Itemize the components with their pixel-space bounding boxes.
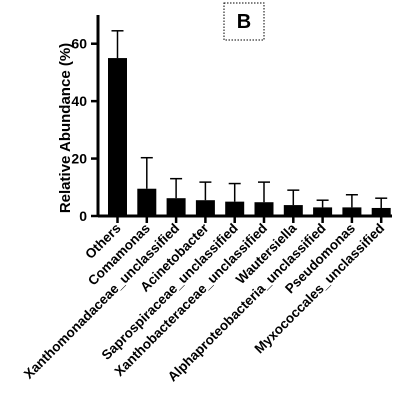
x-axis-ticks — [116, 216, 383, 223]
bar — [283, 205, 303, 216]
panel-label: B — [223, 2, 265, 41]
y-tick-label: 20 — [71, 151, 87, 167]
bar — [108, 58, 127, 217]
bar — [166, 198, 186, 216]
bar — [371, 207, 391, 216]
x-axis-tick-labels: OthersComamonasXanthomonadaceae_unclassi… — [21, 220, 387, 384]
bar — [195, 200, 215, 216]
y-axis-label: Relative Abundance (%) — [57, 43, 74, 213]
y-tick-label: 60 — [71, 36, 87, 52]
bar — [254, 202, 274, 216]
y-tick-label: 0 — [79, 208, 87, 224]
bar — [225, 201, 245, 216]
bar — [137, 188, 157, 216]
panel-label-text: B — [237, 11, 251, 33]
error-bars — [111, 30, 388, 208]
panel-label-box — [223, 2, 265, 41]
bar — [313, 207, 333, 216]
y-axis-ticks: 0 20 40 60 — [71, 36, 98, 224]
bar — [342, 207, 362, 216]
bars — [108, 58, 391, 217]
y-tick-label: 40 — [71, 93, 87, 109]
